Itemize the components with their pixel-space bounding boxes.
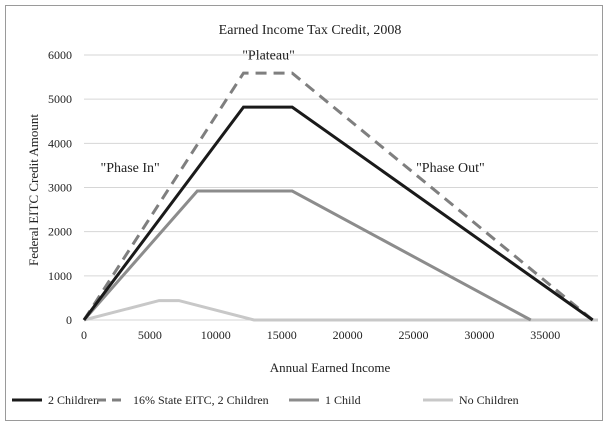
gridlines [84,54,598,321]
x-tick-label: 10000 [201,328,231,342]
annotation-0: "Plateau" [242,48,295,63]
y-tick-label: 0 [66,313,72,327]
y-axis-ticks: 0 1000 2000 3000 4000 5000 6000 [48,48,72,327]
annotations: "Plateau" "Phase In" "Phase Out" [100,48,484,176]
legend-label-2: 1 Child [325,393,361,407]
series-line-2 [82,189,532,322]
x-axis-ticks: 0 5000 10000 15000 20000 25000 30000 35000 [81,328,560,342]
chart-frame [5,5,603,421]
x-tick-label: 35000 [530,328,560,342]
annotation-2: "Phase Out" [416,161,485,176]
x-tick-label: 0 [81,328,87,342]
y-tick-label: 1000 [48,269,72,283]
series-line-0 [82,105,594,322]
legend-label-0: 2 Children [48,393,99,407]
y-axis-label: Federal EITC Credit Amount [26,114,41,266]
x-tick-label: 15000 [267,328,297,342]
y-tick-label: 4000 [48,136,72,150]
y-tick-label: 2000 [48,225,72,239]
series-line-1 [82,71,594,322]
legend: 2 Children 16% State EITC, 2 Children 1 Ch… [12,393,519,407]
annotation-1: "Phase In" [100,161,159,176]
series-line-3 [83,299,598,322]
x-tick-label: 5000 [138,328,162,342]
x-tick-label: 20000 [333,328,363,342]
series-lines [82,71,598,322]
x-axis-label: Annual Earned Income [270,360,391,375]
x-tick-label: 30000 [464,328,494,342]
y-tick-label: 5000 [48,92,72,106]
legend-label-3: No Children [459,393,519,407]
legend-label-1: 16% State EITC, 2 Children [133,393,269,407]
chart-title: Earned Income Tax Credit, 2008 [219,23,402,38]
y-tick-label: 6000 [48,48,72,62]
x-tick-label: 25000 [398,328,428,342]
y-tick-label: 3000 [48,181,72,195]
